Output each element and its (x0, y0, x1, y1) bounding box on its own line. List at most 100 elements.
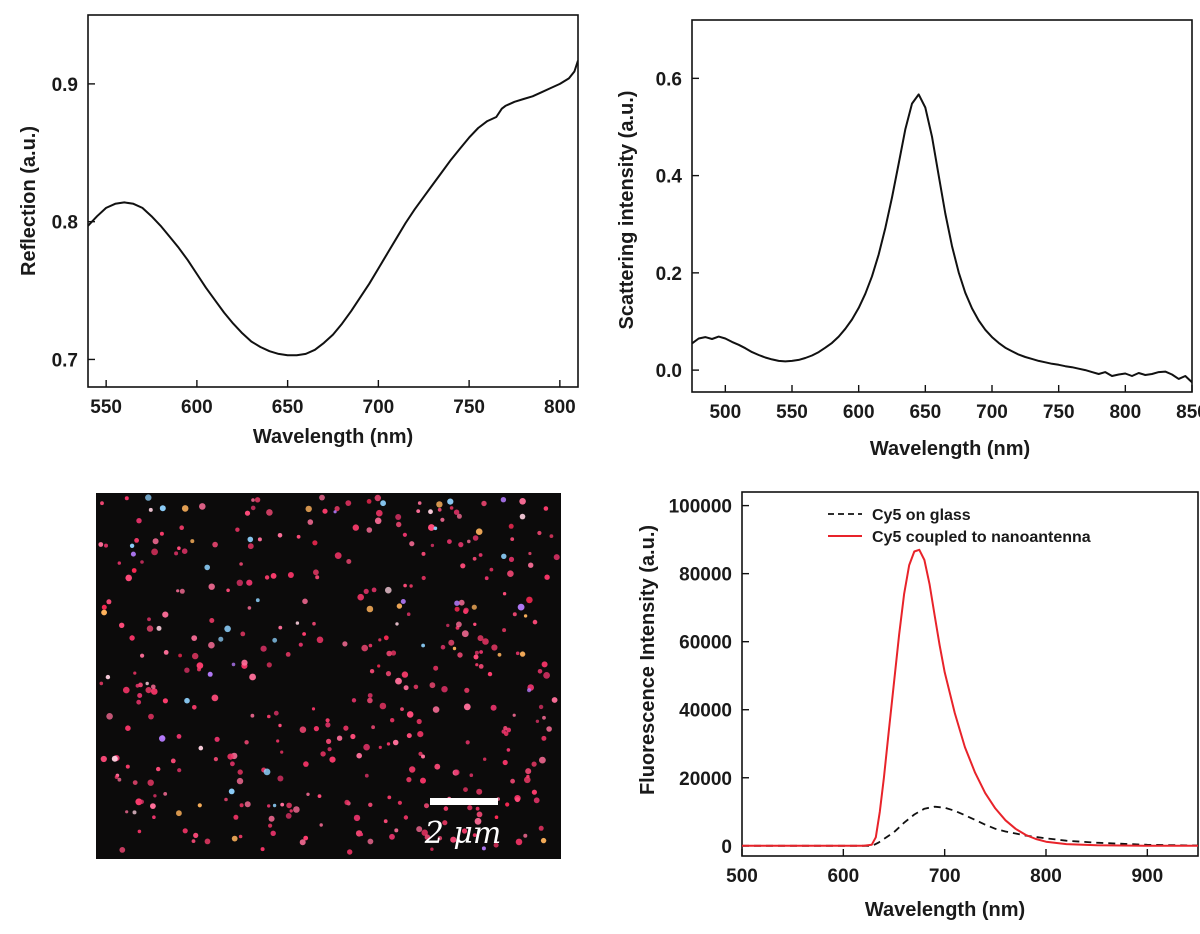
nanoparticle-spot (184, 667, 190, 673)
nanoparticle-spot (380, 500, 386, 507)
nanoparticle-spot (364, 773, 369, 778)
nanoparticle-spot (306, 792, 310, 796)
nanoparticle-spot (526, 774, 530, 779)
nanoparticle-spot (148, 713, 154, 720)
nanoparticle-spot (311, 707, 316, 711)
scattering-x-ticks: 500 550 600 650 700 750 800 850 (709, 385, 1200, 423)
nanoparticle-spot (129, 635, 135, 641)
nanoparticle-spot (357, 593, 365, 601)
nanoparticle-spot (100, 501, 104, 506)
nanoparticle-spot (213, 757, 218, 762)
nanoparticle-spot (549, 534, 554, 538)
nanoparticle-spot (515, 651, 520, 656)
nanoparticle-spot (235, 527, 240, 532)
nanoparticle-spot (105, 674, 111, 680)
nanoparticle-spot (446, 623, 450, 628)
nanoparticle-spot (473, 622, 477, 626)
nanoparticle-spot (482, 638, 489, 645)
nanoparticle-spot (196, 662, 204, 669)
nanoparticle-spot (543, 672, 550, 679)
nanoparticle-spot (490, 704, 497, 711)
nanoparticle-spot (389, 833, 395, 840)
nanoparticle-spot (503, 726, 508, 731)
nanoparticle-spot (476, 811, 483, 818)
nanoparticle-spot (277, 775, 284, 782)
nanoparticle-spot (395, 622, 399, 626)
nanoparticle-spot (417, 501, 422, 505)
nanoparticle-spot (369, 669, 375, 674)
nanoparticle-spot (303, 761, 309, 767)
nanoparticle-spot (344, 799, 350, 806)
nanoparticle-spot (535, 719, 540, 723)
nanoparticle-spot (293, 806, 300, 813)
nanoparticle-spot (508, 523, 514, 529)
fluorescence-x-axis-title: Wavelength (nm) (865, 899, 1025, 921)
nanoparticle-spot (134, 538, 140, 543)
nanoparticle-spot (463, 787, 468, 792)
nanoparticle-spot (231, 835, 238, 842)
nanoparticle-spot (162, 698, 168, 704)
nanoparticle-spot (472, 535, 479, 541)
nanoparticle-spot (506, 727, 511, 733)
fluorescence-x-tick-label: 900 (1131, 866, 1163, 887)
nanoparticle-spot (546, 726, 552, 732)
nanoparticle-spot (191, 635, 198, 641)
nanoparticle-spot (329, 756, 336, 763)
nanoparticle-spot (238, 834, 243, 839)
nanoparticle-spot (237, 769, 243, 775)
nanoparticle-spot (531, 761, 537, 767)
nanoparticle-spot (421, 829, 428, 836)
nanoparticle-spot (409, 541, 415, 547)
nanoparticle-spot (170, 758, 176, 764)
nanoparticle-spot (403, 685, 409, 691)
nanoparticle-spot (104, 543, 108, 548)
nanoparticle-spot (270, 830, 276, 836)
reflection-plot-frame (87, 14, 579, 388)
nanoparticle-spot (409, 766, 416, 773)
nanoparticle-spot (544, 574, 550, 580)
nanoparticle-spot (463, 703, 471, 711)
nanoparticle-spot (361, 644, 369, 652)
nanoparticle-spot (244, 801, 251, 808)
nanoparticle-spot (395, 514, 402, 520)
fluorescence-y-tick-label: 100000 (669, 497, 732, 518)
nanoparticle-spot (367, 697, 373, 704)
nanoparticle-spot (473, 654, 479, 660)
fluorescence-legend: Cy5 on glass Cy5 coupled to nanoantenna (828, 507, 1091, 546)
nanoparticle-spot (151, 684, 156, 690)
nanoparticle-spot (541, 661, 548, 668)
nanoparticle-spot (363, 588, 369, 595)
nanoparticle-spot (268, 823, 273, 828)
nanoparticle-spot (447, 498, 454, 505)
scale-bar-label: 2 μm (424, 816, 502, 851)
nanoparticle-spot (125, 810, 129, 814)
nanoparticle-spot (371, 725, 375, 730)
nanoparticle-spot (541, 735, 547, 741)
nanoparticle-spot (394, 828, 399, 833)
nanoparticle-spot (176, 810, 182, 817)
nanoparticle-spot (471, 604, 477, 610)
scattering-x-tick-label: 750 (1043, 402, 1075, 423)
nanoparticle-spot (359, 832, 364, 837)
nanoparticle-spot (130, 551, 136, 557)
nanoparticle-spot (378, 638, 382, 642)
nanoparticle-spot (421, 551, 426, 556)
nanoparticle-spot (443, 806, 449, 811)
nanoparticle-spot (239, 803, 244, 808)
reflection-y-tick-label: 0.9 (52, 75, 78, 96)
nanoparticle-spot (296, 534, 301, 539)
nanoparticle-spot (519, 513, 526, 520)
scattering-x-tick-label: 800 (1109, 402, 1141, 423)
nanoparticle-spot (424, 834, 431, 840)
nanoparticle-spot (474, 650, 479, 655)
nanoparticle-spot (247, 543, 254, 550)
nanoparticle-spot (367, 693, 373, 698)
scale-bar (430, 798, 498, 805)
nanoparticle-spot (190, 539, 195, 544)
nanoparticle-spot (236, 777, 244, 785)
nanoparticle-spot (286, 802, 292, 809)
nanoparticle-spot (192, 652, 199, 660)
nanoparticle-spot (397, 800, 402, 805)
reflection-x-tick-label: 750 (453, 397, 485, 418)
nanoparticle-spot (433, 526, 438, 531)
